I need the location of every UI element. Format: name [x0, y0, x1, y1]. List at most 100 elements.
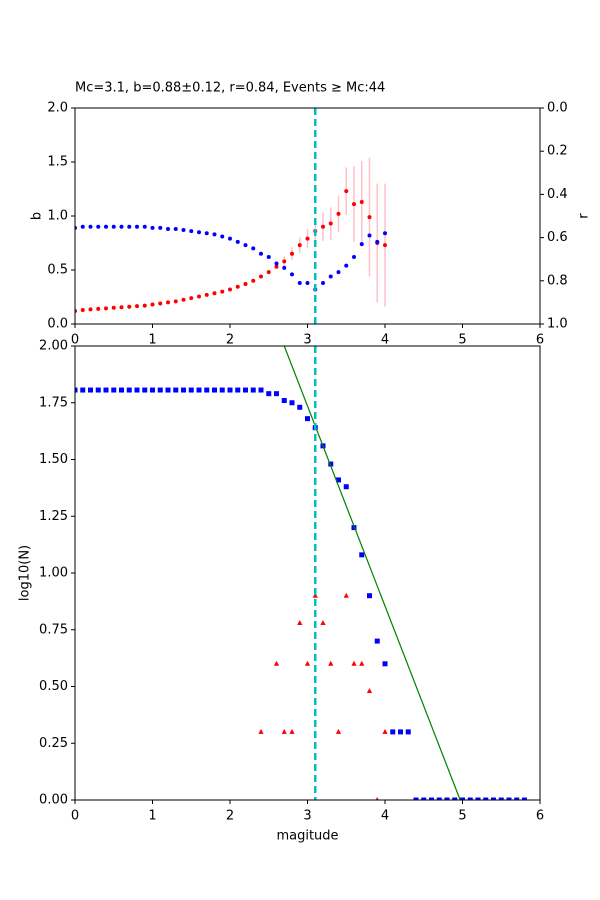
point [374, 638, 380, 644]
point [235, 387, 241, 393]
point [281, 397, 287, 403]
point [467, 797, 473, 800]
point [522, 797, 527, 800]
x-tick-label: 2 [226, 809, 234, 824]
point [506, 797, 512, 800]
point [204, 292, 209, 297]
axes-frame [74, 107, 541, 325]
y-tick-label: 0.5 [47, 263, 68, 278]
point [366, 688, 373, 694]
point [219, 387, 225, 393]
y2-tick-label: 0.4 [547, 187, 568, 202]
point [142, 303, 147, 308]
point [297, 404, 303, 410]
point [405, 729, 411, 735]
point [304, 660, 311, 666]
point [212, 291, 217, 296]
y-tick-label: 1.25 [39, 509, 68, 524]
point [135, 224, 139, 229]
point [382, 728, 388, 734]
point [352, 255, 356, 260]
y2-tick-label: 0.0 [547, 101, 568, 116]
x-tick-label: 2 [226, 333, 234, 348]
point [150, 302, 155, 307]
plot-area [75, 157, 387, 314]
y-tick-label: 0.0 [47, 317, 68, 332]
x-tick-label: 5 [458, 333, 466, 348]
point [436, 797, 442, 800]
point [305, 416, 310, 422]
y2-tick-label: 0.8 [547, 273, 568, 288]
y-tick-label: 1.75 [39, 395, 68, 410]
point [243, 243, 248, 248]
point [119, 387, 124, 393]
x-tick-label: 6 [536, 809, 544, 824]
point [321, 224, 325, 229]
point [328, 461, 334, 467]
x-tick-label: 6 [536, 333, 544, 348]
point [80, 307, 85, 312]
point [258, 387, 264, 393]
point [227, 387, 233, 393]
point [104, 306, 108, 311]
point [282, 259, 287, 264]
y-tick-label: 1.0 [47, 209, 68, 224]
point [398, 729, 403, 735]
point [243, 387, 248, 393]
point [158, 225, 163, 230]
y-tick-label: 1.5 [47, 155, 68, 170]
point [258, 728, 264, 734]
chart-title: Mc=3.1, b=0.88±0.12, r=0.84, Events ≥ Mc… [75, 81, 385, 96]
point [228, 287, 232, 292]
point [75, 387, 78, 393]
point [281, 728, 287, 734]
point [220, 234, 225, 239]
point [80, 224, 85, 229]
point [375, 797, 379, 800]
point [483, 797, 489, 800]
axes-frame [74, 345, 541, 801]
y-tick-label: 0.50 [39, 679, 68, 694]
point [88, 224, 93, 229]
point [351, 660, 357, 666]
point [367, 215, 372, 220]
point [197, 294, 201, 299]
point [103, 387, 109, 393]
y2-tick-label: 0.2 [547, 144, 568, 159]
point [142, 224, 147, 229]
point [290, 272, 294, 277]
point [383, 243, 387, 248]
point [251, 246, 256, 251]
point [197, 230, 201, 235]
point [134, 387, 140, 393]
point [383, 231, 387, 236]
x-tick-label: 0 [71, 809, 79, 824]
point [359, 242, 364, 247]
point [158, 301, 163, 306]
point [95, 387, 101, 393]
point [157, 387, 163, 393]
point [375, 239, 380, 244]
point [220, 289, 225, 294]
y-axis-label: b [30, 212, 45, 220]
point [204, 231, 209, 236]
point [312, 592, 318, 598]
x-tick-label: 1 [148, 333, 156, 348]
point [96, 224, 101, 229]
point [491, 797, 496, 800]
point [328, 221, 333, 226]
point [173, 299, 178, 304]
point [189, 296, 194, 301]
point [127, 224, 132, 229]
y2-tick-label: 0.6 [547, 230, 568, 245]
point [189, 229, 194, 234]
point [367, 233, 372, 238]
point [460, 797, 465, 800]
point [289, 728, 295, 734]
point [290, 251, 294, 256]
y-tick-label: 0.00 [39, 793, 68, 808]
point [343, 484, 349, 490]
point [266, 270, 271, 275]
point [196, 387, 202, 393]
point [127, 304, 132, 309]
